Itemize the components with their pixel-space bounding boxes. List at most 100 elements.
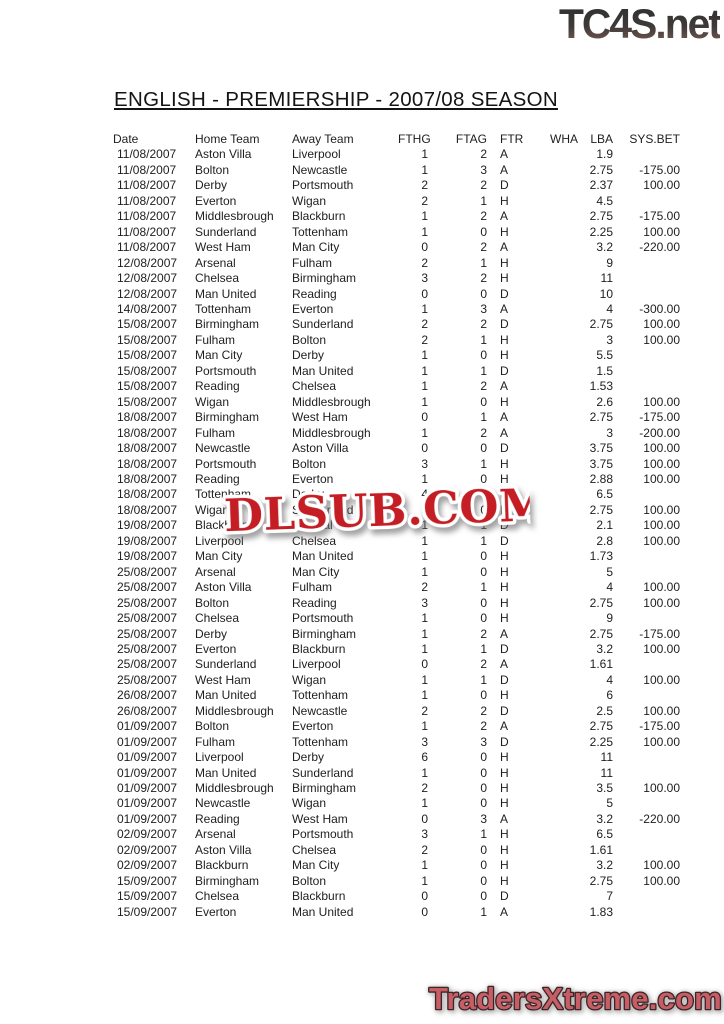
cell-away-team: Tottenham (292, 688, 349, 703)
cell-date: 25/08/2007 (117, 595, 178, 610)
cell-sys-bet (613, 750, 680, 765)
cell-fthg: 4 (421, 487, 428, 502)
cell-ftr: A (500, 209, 509, 224)
cell-sys-bet: 100.00 (643, 317, 680, 332)
cell-fthg: 0 (421, 904, 428, 919)
cell-wha (540, 348, 578, 363)
cell-sys-bet: -175.00 (639, 162, 680, 177)
cell-ftag: 1 (480, 904, 487, 919)
cell-date: 01/09/2007 (117, 796, 178, 811)
cell-wha (540, 256, 578, 271)
cell-ftag: 2 (480, 657, 487, 672)
cell-lba: 2.8 (596, 533, 613, 548)
cell-fthg: 1 (421, 719, 428, 734)
cell-ftr: H (500, 842, 509, 857)
cell-date: 12/08/2007 (117, 271, 178, 286)
cell-wha (540, 426, 578, 441)
cell-home-team: Middlesbrough (195, 703, 274, 718)
cell-wha (540, 302, 578, 317)
cell-fthg: 2 (421, 332, 428, 347)
cell-ftr: H (500, 471, 509, 486)
cell-lba: 2.75 (589, 873, 613, 888)
tc4s-logo: TC4S.net (558, 0, 722, 47)
cell-fthg: 2 (421, 842, 428, 857)
cell-away-team: Blackburn (292, 641, 346, 656)
cell-sys-bet (613, 565, 680, 580)
cell-lba: 1.83 (589, 904, 613, 919)
table-row: 25/08/2007 Derby Birmingham 1 2 A 2.75 -… (113, 627, 680, 642)
cell-lba: 2.37 (589, 178, 613, 193)
table-row: 11/08/2007 Sunderland Tottenham 1 0 H 2.… (113, 225, 680, 240)
cell-fthg: 1 (421, 564, 428, 579)
cell-ftag: 0 (480, 765, 487, 780)
cell-away-team: Man City (292, 858, 340, 873)
table-row: 11/08/2007 Bolton Newcastle 1 3 A 2.75 -… (113, 163, 680, 178)
cell-wha (540, 796, 578, 811)
cell-away-team: Derby (292, 487, 325, 502)
cell-ftag: 0 (480, 286, 487, 301)
cell-home-team: Tottenham (195, 301, 252, 316)
cell-lba: 1.9 (596, 147, 613, 162)
cell-date: 15/08/2007 (117, 379, 178, 394)
cell-ftag: 0 (480, 564, 487, 579)
cell-lba: 2.75 (589, 317, 613, 332)
cell-away-team: Derby (292, 348, 325, 363)
cell-home-team: Middlesbrough (195, 209, 274, 224)
cell-fthg: 0 (421, 657, 428, 672)
cell-ftag: 3 (480, 162, 487, 177)
cell-fthg: 2 (421, 580, 428, 595)
cell-ftag: 1 (480, 641, 487, 656)
cell-ftr: H (500, 549, 509, 564)
cell-home-team: Aston Villa (195, 147, 252, 162)
cell-date: 18/08/2007 (117, 502, 178, 517)
cell-ftr: H (500, 394, 509, 409)
cell-date: 25/08/2007 (117, 580, 178, 595)
cell-away-team: Fulham (292, 580, 333, 595)
cell-wha (540, 843, 578, 858)
cell-home-team: Arsenal (195, 827, 236, 842)
cell-wha (540, 766, 578, 781)
cell-date: 11/08/2007 (117, 162, 177, 177)
cell-sys-bet (613, 827, 680, 842)
cell-sys-bet: -220.00 (639, 240, 680, 255)
dlsub-watermark: DLSUB.COM (220, 477, 531, 546)
cell-lba: 4.5 (596, 193, 613, 208)
cell-ftag: 1 (480, 332, 487, 347)
cell-wha (540, 750, 578, 765)
cell-lba: 3.5 (596, 781, 613, 796)
cell-date: 11/08/2007 (117, 240, 177, 255)
cell-home-team: Arsenal (195, 564, 236, 579)
cell-wha (540, 735, 578, 750)
cell-ftr: H (500, 456, 509, 471)
cell-ftr: D (500, 703, 509, 718)
cell-ftr: H (500, 487, 509, 502)
cell-date: 11/08/2007 (117, 147, 177, 162)
cell-sys-bet: 100.00 (643, 672, 680, 687)
cell-away-team: Fulham (292, 255, 333, 270)
cell-away-team: Liverpool (292, 657, 341, 672)
table-row: 15/08/2007 Birmingham Sunderland 2 2 D 2… (113, 317, 680, 332)
cell-ftr: H (500, 580, 509, 595)
cell-home-team: Derby (195, 626, 228, 641)
cell-lba: 3.75 (589, 456, 613, 471)
cell-lba: 2.1 (596, 518, 613, 533)
cell-lba: 4 (606, 301, 613, 316)
table-body: 11/08/2007 Aston Villa Liverpool 1 2 A 1… (113, 147, 680, 920)
cell-lba: 1.61 (589, 842, 613, 857)
cell-fthg: 0 (421, 811, 428, 826)
cell-fthg: 0 (421, 410, 428, 425)
header-sys-bet: SYS.BET (629, 132, 680, 146)
cell-away-team: Derby (292, 750, 325, 765)
cell-ftr: H (500, 255, 509, 270)
cell-date: 01/09/2007 (117, 734, 178, 749)
cell-ftr: D (500, 178, 509, 193)
cell-wha (540, 812, 578, 827)
cell-lba: 4 (606, 672, 613, 687)
cell-sys-bet (613, 611, 680, 626)
cell-home-team: West Ham (195, 240, 251, 255)
table-row: 15/08/2007 Man City Derby 1 0 H 5.5 (113, 348, 680, 363)
cell-ftag: 2 (480, 240, 487, 255)
cell-wha (540, 240, 578, 255)
cell-wha (540, 317, 578, 332)
cell-ftag: 1 (480, 456, 487, 471)
